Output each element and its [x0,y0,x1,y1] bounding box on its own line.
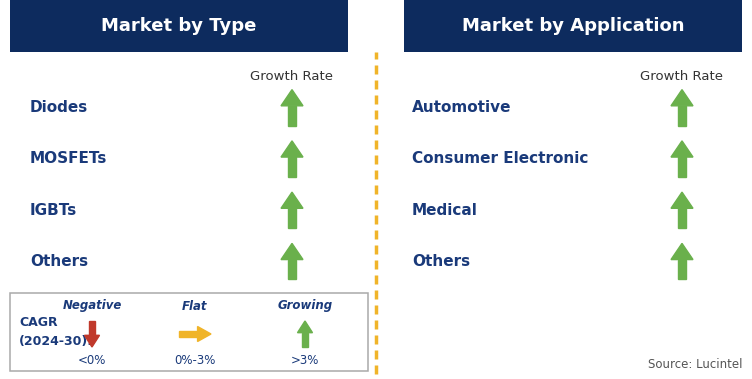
Text: Market by Type: Market by Type [102,17,256,35]
Polygon shape [671,243,693,260]
Polygon shape [84,335,99,347]
Polygon shape [287,157,296,177]
Polygon shape [287,208,296,228]
Polygon shape [671,89,693,106]
Polygon shape [678,208,687,228]
Polygon shape [671,192,693,208]
Text: Growing: Growing [277,299,332,313]
Bar [404,0,742,52]
Text: CAGR
(2024-30):: CAGR (2024-30): [19,316,93,348]
Bar [10,293,368,371]
Text: Market by Application: Market by Application [462,17,684,35]
Polygon shape [281,141,303,157]
Text: MOSFETs: MOSFETs [30,151,108,166]
Polygon shape [89,321,95,335]
Text: Negative: Negative [62,299,122,313]
Polygon shape [281,243,303,260]
Text: Consumer Electronic: Consumer Electronic [412,151,588,166]
Polygon shape [287,106,296,125]
Polygon shape [287,260,296,279]
Polygon shape [671,141,693,157]
Polygon shape [678,260,687,279]
Polygon shape [298,321,313,333]
Text: <0%: <0% [77,354,106,366]
Text: Growth Rate: Growth Rate [250,70,333,83]
Polygon shape [198,326,211,341]
Text: Others: Others [412,254,470,269]
Polygon shape [281,89,303,106]
Text: Diodes: Diodes [30,100,88,115]
Polygon shape [281,192,303,208]
Text: Automotive: Automotive [412,100,511,115]
Text: IGBTs: IGBTs [30,203,77,218]
Polygon shape [302,333,308,347]
Bar [10,0,348,52]
Text: Flat: Flat [182,299,208,313]
Text: Others: Others [30,254,88,269]
Text: >3%: >3% [291,354,319,366]
Text: Source: Lucintel: Source: Lucintel [647,357,742,371]
Polygon shape [179,331,198,337]
Polygon shape [678,157,687,177]
Text: 0%-3%: 0%-3% [174,354,216,366]
Text: Growth Rate: Growth Rate [641,70,723,83]
Polygon shape [678,106,687,125]
Text: Medical: Medical [412,203,478,218]
